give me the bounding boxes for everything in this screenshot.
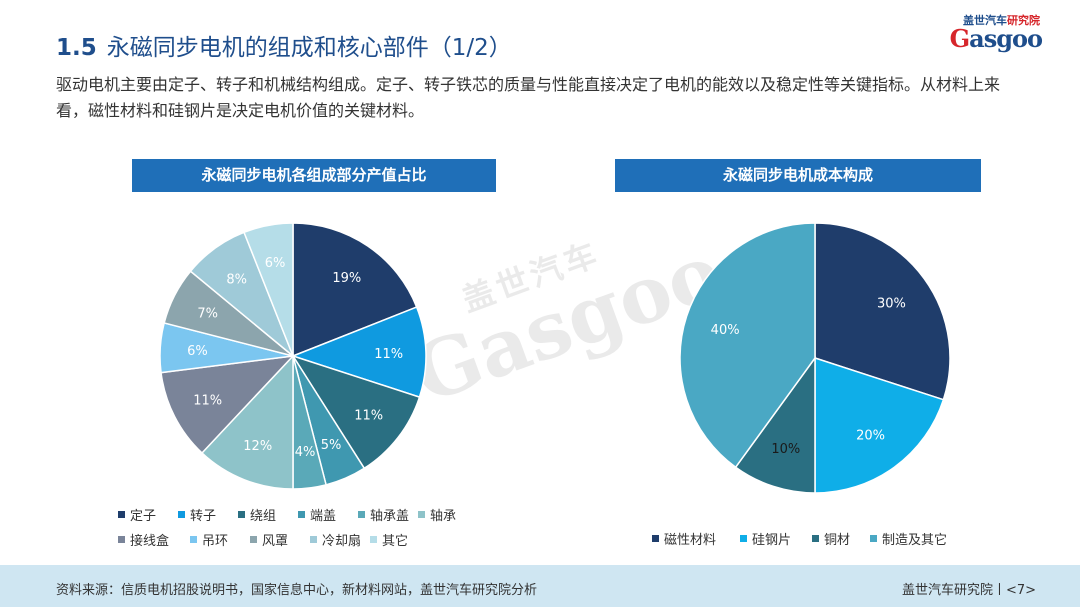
legend-item-0-5: 轴承 <box>418 505 456 524</box>
legend-swatch-1-2 <box>812 535 819 542</box>
slice-label-1-3: 40% <box>711 323 740 338</box>
legend-swatch-1-0 <box>652 535 659 542</box>
legend-item-0-1: 转子 <box>178 505 216 524</box>
legend-label-1-3: 制造及其它 <box>882 533 948 548</box>
logo-brand-text: 盖世汽车 <box>963 14 1007 27</box>
footer: 资料来源：信质电机招股说明书，国家信息中心，新材料网站，盖世汽车研究院分析 盖世… <box>0 565 1080 607</box>
footer-source: 资料来源：信质电机招股说明书，国家信息中心，新材料网站，盖世汽车研究院分析 <box>56 583 538 598</box>
pie-slice-0-0 <box>292 222 418 358</box>
slice-label-0-6: 11% <box>193 393 222 408</box>
legend-label-0-2: 绕组 <box>250 509 277 524</box>
slice-label-0-1: 11% <box>374 347 403 362</box>
pie-slice-0-10 <box>243 222 294 357</box>
logo-cn-text: 盖世汽车研究院 <box>963 12 1040 28</box>
logo-en-text: Gasgoo <box>949 24 1043 53</box>
legend-label-1-1: 硅钢片 <box>752 533 792 548</box>
pie-slice-0-1 <box>290 306 427 399</box>
slice-label-0-0: 19% <box>332 271 361 286</box>
slice-label-1-2: 10% <box>771 442 800 457</box>
pie-slice-1-0 <box>814 222 951 401</box>
legend-swatch-0-1 <box>178 511 185 518</box>
legend-swatch-1-1 <box>740 535 747 542</box>
left-pie-chart: 19% 11% 11% 5% 4% 12% 11% 6% 7% 8% 6% <box>159 222 427 490</box>
intro-paragraph: 驱动电机主要由定子、转子和机械结构组成。定子、转子铁芯的质量与性能直接决定了电机… <box>56 75 1001 120</box>
legend-label-1-2: 铜材 <box>824 533 851 548</box>
legend-label-1-0: 磁性材料 <box>664 533 717 548</box>
left-chart-title: 永磁同步电机各组成部分产值占比 <box>132 159 496 192</box>
section-number: 1.5 <box>56 35 97 61</box>
legend-item-0-6: 接线盒 <box>118 530 169 549</box>
legend-item-0-4: 轴承盖 <box>358 505 409 524</box>
legend-swatch-0-2 <box>238 511 245 518</box>
legend-item-0-9: 冷却扇 <box>310 530 361 549</box>
legend-label-0-5: 轴承 <box>430 509 457 524</box>
right-chart-title: 永磁同步电机成本构成 <box>615 159 981 192</box>
slice-label-0-2: 11% <box>354 409 383 424</box>
page-title: 1.5 永磁同步电机的组成和核心部件（1/2） <box>56 28 512 62</box>
logo-suffix-text: 研究院 <box>1007 14 1040 27</box>
legend-swatch-0-3 <box>298 511 305 518</box>
legend-label-0-4: 轴承盖 <box>370 509 410 524</box>
legend-label-0-8: 风罩 <box>262 534 289 549</box>
pie-slice-0-2 <box>291 354 421 470</box>
footer-org: 盖世汽车研究院丨<7> <box>901 583 1036 598</box>
logo-g-letter: G <box>949 24 970 53</box>
legend-label-0-6: 接线盒 <box>130 534 170 549</box>
slice-label-0-8: 7% <box>197 307 218 322</box>
legend-label-0-3: 端盖 <box>310 509 337 524</box>
slice-label-0-10: 6% <box>265 256 286 271</box>
legend-swatch-0-4 <box>358 511 365 518</box>
pie-slice-1-2 <box>734 355 816 494</box>
legend-swatch-0-5 <box>418 511 425 518</box>
legend-label-0-1: 转子 <box>190 509 217 524</box>
legend-swatch-0-10 <box>370 536 377 543</box>
pie-slice-1-3 <box>679 222 816 469</box>
legend-item-0-10: 其它 <box>370 530 408 549</box>
pie-slice-0-6 <box>160 354 295 455</box>
watermark-cn: 盖世汽车 <box>456 234 606 320</box>
slice-label-0-7: 6% <box>187 344 208 359</box>
legend-item-0-8: 风罩 <box>250 530 288 549</box>
pie-slice-1-1 <box>814 356 945 494</box>
legend-label-0-9: 冷却扇 <box>322 534 362 549</box>
legend-label-0-10: 其它 <box>382 534 409 549</box>
gasgoo-logo: 盖世汽车研究院 Gasgoo <box>932 12 1043 53</box>
legend-item-1-0: 磁性材料 <box>652 529 716 548</box>
pie-slice-0-5 <box>200 354 294 490</box>
slice-label-0-3: 5% <box>321 438 342 453</box>
legend-swatch-0-6 <box>118 536 125 543</box>
slice-label-0-5: 12% <box>243 439 272 454</box>
legend-item-0-3: 端盖 <box>298 505 336 524</box>
slice-label-0-4: 4% <box>295 445 316 460</box>
slice-label-0-9: 8% <box>226 273 247 288</box>
slice-label-1-0: 30% <box>877 296 906 311</box>
legend-swatch-1-3 <box>870 535 877 542</box>
legend-swatch-0-7 <box>190 536 197 543</box>
legend-item-0-2: 绕组 <box>238 505 276 524</box>
right-pie-chart: 30% 20% 10% 40% <box>679 222 951 494</box>
legend-item-1-3: 制造及其它 <box>870 529 947 548</box>
legend-item-0-7: 吊环 <box>190 530 228 549</box>
legend-swatch-0-9 <box>310 536 317 543</box>
title-text: 永磁同步电机的组成和核心部件（1/2） <box>106 35 512 61</box>
legend-swatch-0-0 <box>118 511 125 518</box>
legend-swatch-0-8 <box>250 536 257 543</box>
logo-rest-letters: asgoo <box>969 24 1043 53</box>
slice-label-1-1: 20% <box>856 428 885 443</box>
legend-item-1-2: 铜材 <box>812 529 850 548</box>
legend-item-1-1: 硅钢片 <box>740 529 791 548</box>
legend-label-0-7: 吊环 <box>202 534 229 549</box>
legend-label-0-0: 定子 <box>130 509 157 524</box>
legend-item-0-0: 定子 <box>118 505 156 524</box>
